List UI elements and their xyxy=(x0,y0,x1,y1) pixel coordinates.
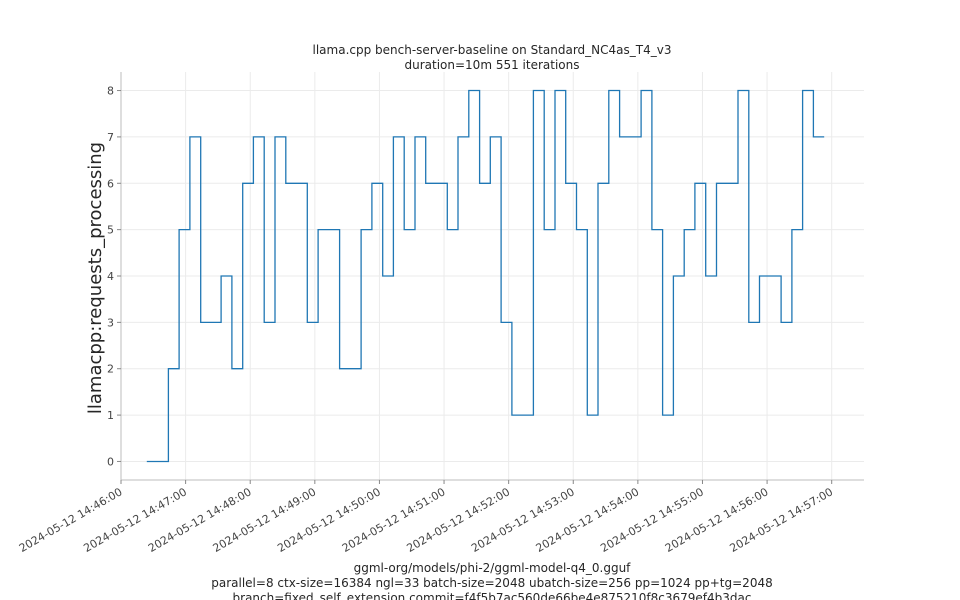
y-tick-label: 0 xyxy=(107,455,114,468)
chart-title: llama.cpp bench-server-baseline on Stand… xyxy=(313,43,672,57)
y-tick-label: 4 xyxy=(107,270,114,283)
x-axis-label-line-3: branch=fixed_self_extension commit=f4f5b… xyxy=(233,591,752,600)
x-axis-label-line-1: ggml-org/models/phi-2/ggml-model-q4_0.gg… xyxy=(354,561,632,575)
y-tick-label: 5 xyxy=(107,224,114,237)
y-tick-label: 3 xyxy=(107,316,114,329)
chart-subtitle: duration=10m 551 iterations xyxy=(405,58,580,72)
grid xyxy=(120,72,864,480)
x-tick-label: 2024-05-12 14:52:00 xyxy=(404,485,512,555)
y-tick-label: 1 xyxy=(107,409,114,422)
x-tick-label: 2024-05-12 14:50:00 xyxy=(275,485,383,555)
y-axis-label: llamacpp:requests_processing xyxy=(85,142,106,414)
series-line xyxy=(146,89,825,463)
y-ticks: 0 1 2 3 4 5 6 7 8 xyxy=(107,85,121,468)
x-tick-label: 2024-05-12 14:53:00 xyxy=(469,485,577,555)
x-tick-label: 2024-05-12 14:48:00 xyxy=(146,485,254,555)
x-tick-label: 2024-05-12 14:54:00 xyxy=(534,485,642,555)
y-tick-label: 7 xyxy=(107,131,114,144)
x-tick-label: 2024-05-12 14:56:00 xyxy=(663,485,771,555)
x-tick-label: 2024-05-12 14:47:00 xyxy=(81,485,189,555)
x-tick-label: 2024-05-12 14:51:00 xyxy=(340,485,448,555)
x-tick-label: 2024-05-12 14:57:00 xyxy=(728,485,836,555)
x-tick-label: 2024-05-12 14:55:00 xyxy=(598,485,706,555)
x-tick-label: 2024-05-12 14:49:00 xyxy=(211,485,319,555)
x-axis-label-line-2: parallel=8 ctx-size=16384 ngl=33 batch-s… xyxy=(211,576,772,590)
y-tick-label: 2 xyxy=(107,363,114,376)
x-tick-label: 2024-05-12 14:46:00 xyxy=(17,485,125,555)
series-layer xyxy=(146,89,825,463)
y-tick-label: 8 xyxy=(107,85,114,98)
y-tick-label: 6 xyxy=(107,177,114,190)
